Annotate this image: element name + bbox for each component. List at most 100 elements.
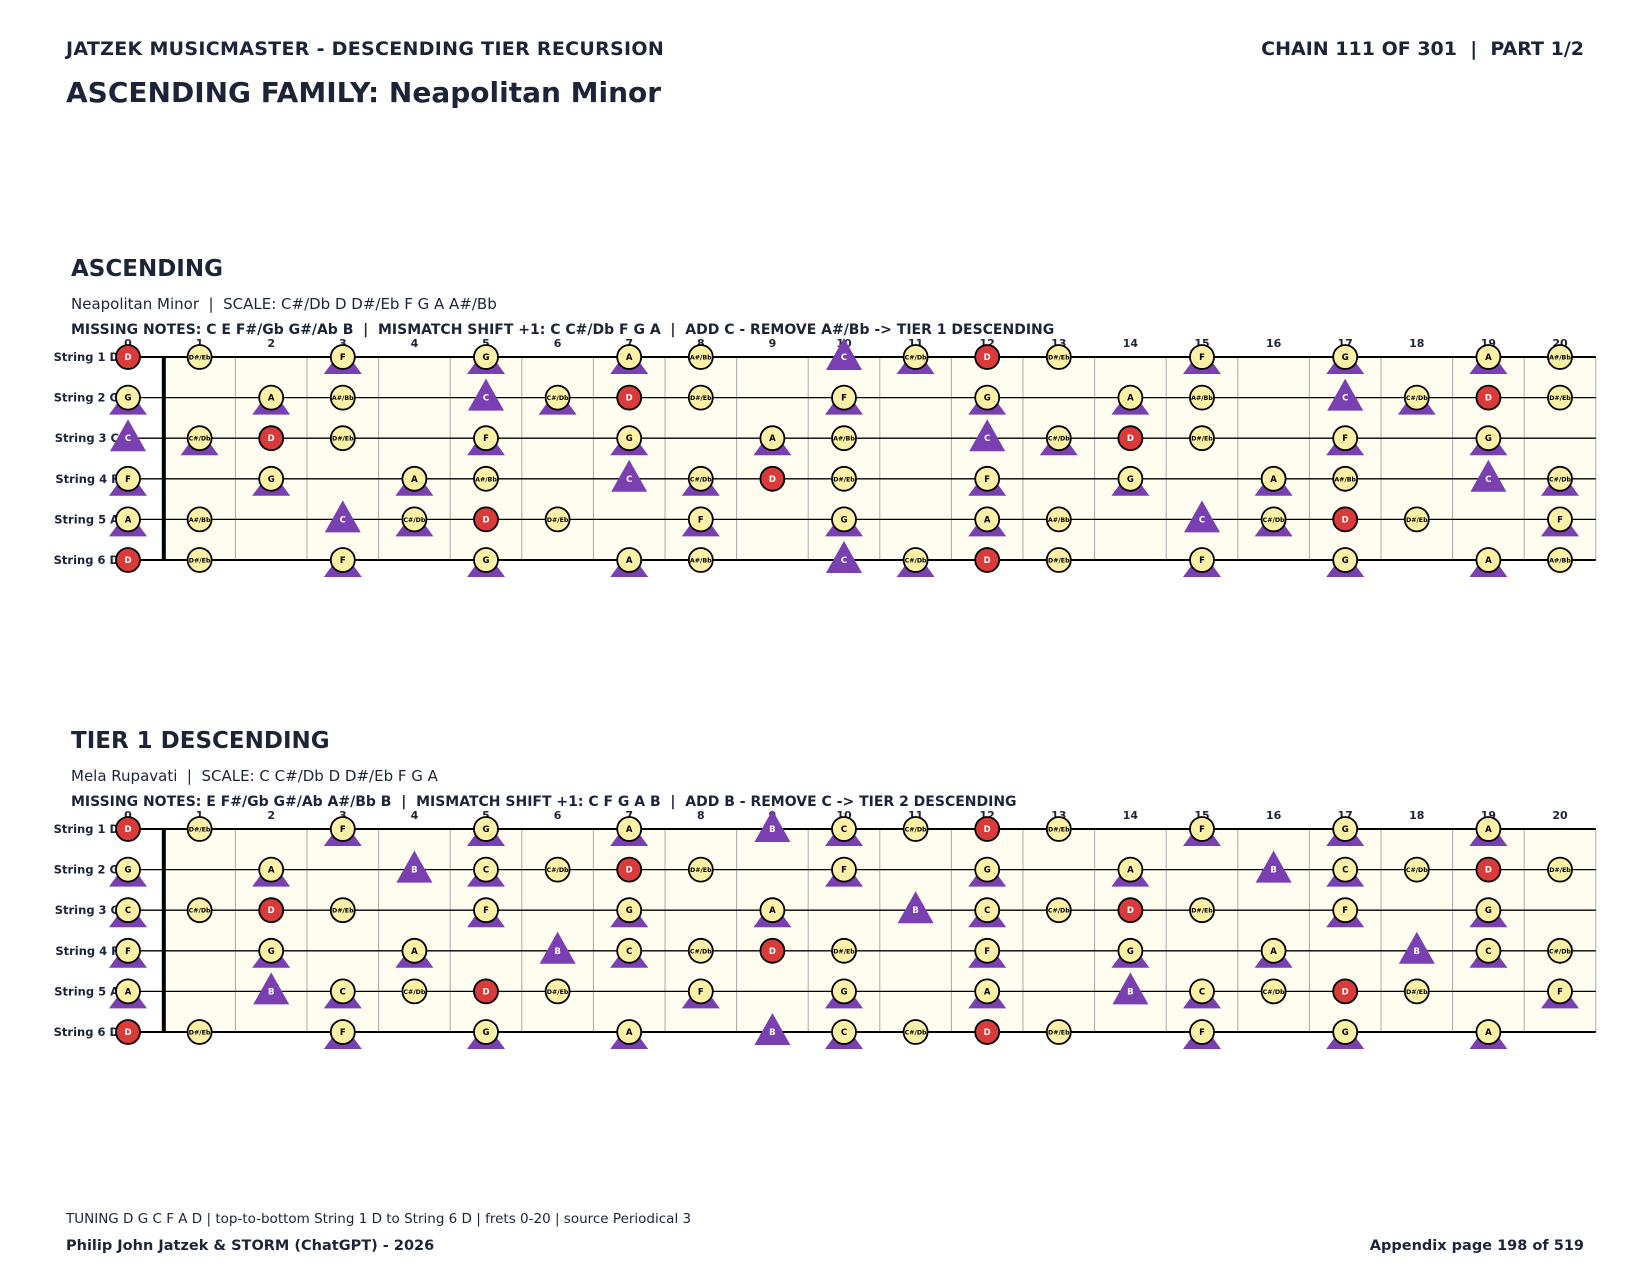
note-marker: G: [467, 816, 505, 846]
note-marker: A: [1469, 816, 1508, 846]
note-marker: A: [968, 506, 1007, 537]
fret-number: 0: [124, 809, 132, 822]
note-marker: D: [974, 547, 1001, 573]
note-marker: C#/Db: [1254, 506, 1293, 537]
note-label: D: [1342, 987, 1349, 997]
note-label: A#/Bb: [1048, 517, 1070, 524]
string-label: String 5 A: [54, 512, 119, 526]
note-label: C: [483, 866, 489, 876]
shift-triangle: [110, 419, 146, 452]
note-label: D: [124, 825, 131, 835]
shift-triangle: [897, 891, 934, 924]
note-marker: G: [1326, 1019, 1365, 1049]
note-label: D#/Eb: [690, 395, 712, 402]
fret-number: 20: [1552, 809, 1568, 822]
note-label: G: [841, 515, 848, 525]
note-circle: [1117, 856, 1144, 883]
note-marker: F: [681, 978, 720, 1009]
note-marker: D: [1475, 856, 1502, 883]
note-circle: [473, 856, 499, 883]
note-marker: G: [252, 465, 291, 496]
note-label: F: [340, 353, 346, 363]
note-label: D: [769, 947, 776, 957]
note-label: C#/Db: [547, 395, 569, 402]
note-circle: [258, 384, 285, 411]
note-label: B: [1127, 987, 1133, 997]
note-label: G: [1342, 556, 1349, 566]
fretboard-diagram: 01234567891011121314151617181920String 1…: [54, 337, 1597, 577]
note-marker: D#/Eb: [1189, 897, 1215, 924]
note-marker: D: [1475, 384, 1502, 411]
note-marker: C#/Db: [544, 856, 571, 883]
note-marker: B: [539, 931, 576, 964]
note-circle: [974, 897, 1001, 924]
note-circle: [831, 465, 857, 492]
note-marker: C#/Db: [1045, 897, 1072, 924]
note-label: G: [841, 987, 848, 997]
note-marker: G: [968, 384, 1007, 415]
note-label: C#/Db: [905, 558, 927, 565]
note-circle: [831, 1019, 857, 1045]
note-label: G: [626, 434, 633, 444]
note-marker: A: [1469, 1019, 1508, 1049]
note-label: B: [912, 906, 918, 916]
fret-number: 8: [697, 809, 705, 822]
note-circle: [1547, 978, 1573, 1005]
note-marker: A#/Bb: [1189, 384, 1215, 411]
note-circle: [1189, 816, 1215, 842]
note-circle: [115, 547, 141, 573]
note-label: A: [125, 987, 132, 997]
note-label: C#/Db: [905, 827, 927, 834]
footer-page-number: Appendix page 198 of 519: [1369, 1238, 1584, 1254]
note-circle: [974, 1019, 1001, 1045]
note-label: A: [1127, 394, 1134, 404]
note-circle: [258, 937, 285, 964]
shift-triangle: [1184, 500, 1220, 533]
note-label: D#/Eb: [547, 989, 569, 996]
note-marker: F: [1326, 425, 1365, 456]
note-label: B: [769, 1028, 775, 1038]
fret-number: 9: [769, 337, 777, 350]
note-label: C: [626, 947, 632, 957]
note-circle: [186, 816, 213, 842]
note-label: D#/Eb: [690, 867, 712, 874]
note-circle: [473, 547, 499, 573]
note-label: C#/Db: [189, 908, 211, 915]
note-marker: G: [467, 344, 505, 374]
fret-number: 7: [625, 337, 633, 350]
note-label: F: [125, 475, 131, 485]
note-circle: [687, 856, 714, 883]
note-circle: [687, 465, 714, 492]
note-circle: [974, 816, 1001, 842]
string-label: String 3 C: [55, 431, 119, 445]
note-circle: [401, 978, 428, 1005]
note-marker: D: [473, 978, 499, 1005]
note-marker: G: [1326, 344, 1365, 374]
note-label: C: [841, 353, 847, 363]
note-circle: [616, 425, 643, 452]
note-marker: D#/Eb: [1045, 816, 1072, 842]
note-circle: [1117, 384, 1144, 411]
note-circle: [687, 978, 714, 1005]
note-label: B: [1414, 947, 1420, 957]
note-marker: D: [258, 425, 285, 452]
note-marker: G: [1111, 465, 1150, 496]
note-marker: C#/Db: [1403, 856, 1430, 883]
section-missing-notes: MISSING NOTES: C E F#/Gb G#/Ab B | MISMA…: [71, 322, 1055, 338]
note-circle: [974, 506, 1001, 533]
note-marker: F: [323, 816, 362, 846]
note-label: F: [125, 947, 131, 957]
note-circle: [1332, 1019, 1359, 1045]
note-marker: A: [1254, 465, 1293, 496]
note-circle: [544, 978, 571, 1005]
note-marker: D: [115, 1019, 141, 1045]
note-marker: F: [1183, 547, 1221, 577]
note-marker: A#/Bb: [687, 344, 714, 370]
fret-number: 4: [411, 337, 419, 350]
note-marker: F: [323, 547, 362, 577]
note-marker: G: [610, 897, 649, 928]
note-label: A: [411, 475, 418, 485]
note-circle: [974, 856, 1001, 883]
fret-number: 18: [1409, 337, 1424, 350]
note-marker: D: [1332, 978, 1359, 1005]
